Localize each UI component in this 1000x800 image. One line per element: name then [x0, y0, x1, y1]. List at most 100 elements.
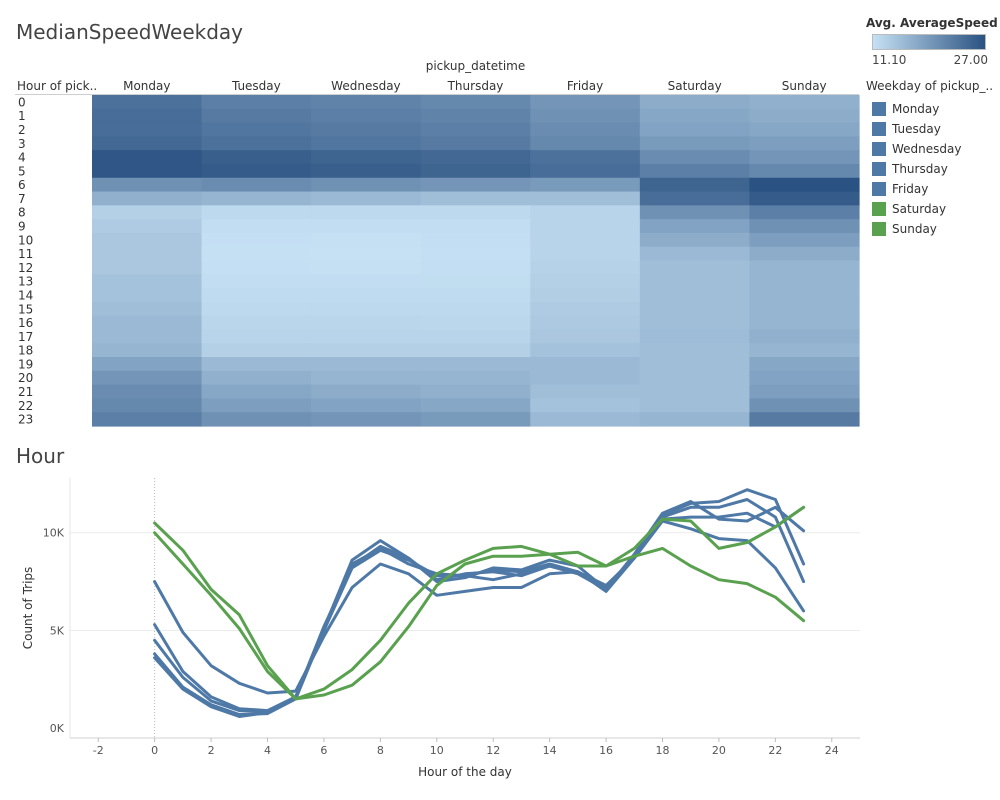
heatmap-cell[interactable]: [639, 246, 751, 262]
heatmap-cell[interactable]: [639, 163, 751, 179]
heatmap-cell[interactable]: [749, 384, 860, 400]
heatmap-cell[interactable]: [201, 260, 312, 275]
heatmap-cell[interactable]: [749, 177, 860, 193]
heatmap-cell[interactable]: [92, 232, 203, 248]
heatmap-cell[interactable]: [420, 95, 531, 110]
heatmap-cell[interactable]: [530, 150, 641, 165]
heatmap-cell[interactable]: [749, 343, 860, 358]
heatmap-cell[interactable]: [92, 315, 203, 331]
heatmap-cell[interactable]: [201, 288, 312, 303]
heatmap-cell[interactable]: [530, 274, 641, 289]
heatmap-cell[interactable]: [639, 150, 751, 165]
heatmap-cell[interactable]: [201, 315, 312, 331]
heatmap-cell[interactable]: [420, 329, 531, 344]
heatmap-cell[interactable]: [311, 343, 422, 358]
heatmap-cell[interactable]: [311, 260, 422, 275]
heatmap-cell[interactable]: [530, 343, 641, 358]
heatmap-cell[interactable]: [749, 150, 860, 165]
legend-item-friday[interactable]: Friday: [866, 179, 996, 199]
heatmap-cell[interactable]: [639, 357, 751, 372]
heatmap-cell[interactable]: [530, 315, 641, 331]
legend-item-sunday[interactable]: Sunday: [866, 219, 996, 239]
heatmap-cell[interactable]: [639, 95, 751, 110]
heatmap-cell[interactable]: [420, 246, 531, 262]
heatmap-cell[interactable]: [639, 219, 751, 234]
heatmap-cell[interactable]: [420, 288, 531, 303]
heatmap-cell[interactable]: [749, 122, 860, 137]
heatmap-cell[interactable]: [92, 398, 203, 413]
heatmap-cell[interactable]: [201, 219, 312, 234]
heatmap-cell[interactable]: [749, 163, 860, 179]
heatmap-cell[interactable]: [639, 384, 751, 400]
heatmap-cell[interactable]: [530, 246, 641, 262]
heatmap-cell[interactable]: [749, 205, 860, 220]
heatmap-cell[interactable]: [420, 163, 531, 179]
heatmap-cell[interactable]: [201, 357, 312, 372]
heatmap-cell[interactable]: [749, 95, 860, 110]
heatmap-cell[interactable]: [530, 384, 641, 400]
heatmap-cell[interactable]: [92, 301, 203, 317]
heatmap-cell[interactable]: [92, 384, 203, 400]
heatmap-cell[interactable]: [311, 357, 422, 372]
heatmap-cell[interactable]: [201, 191, 312, 206]
heatmap-cell[interactable]: [530, 95, 641, 110]
heatmap-cell[interactable]: [311, 191, 422, 206]
heatmap-cell[interactable]: [639, 343, 751, 358]
heatmap-cell[interactable]: [749, 357, 860, 372]
heatmap-cell[interactable]: [420, 343, 531, 358]
heatmap-cell[interactable]: [530, 357, 641, 372]
heatmap-cell[interactable]: [92, 274, 203, 289]
heatmap-cell[interactable]: [639, 122, 751, 137]
heatmap-cell[interactable]: [201, 370, 312, 386]
heatmap-cell[interactable]: [201, 412, 312, 427]
series-line-tuesday[interactable]: [153, 498, 806, 718]
heatmap-cell[interactable]: [92, 205, 203, 220]
heatmap-cell[interactable]: [639, 329, 751, 344]
heatmap-cell[interactable]: [311, 288, 422, 303]
heatmap-cell[interactable]: [92, 95, 203, 110]
heatmap-cell[interactable]: [201, 150, 312, 165]
heatmap-cell[interactable]: [420, 370, 531, 386]
heatmap-cell[interactable]: [749, 398, 860, 413]
heatmap-cell[interactable]: [530, 108, 641, 124]
heatmap-cell[interactable]: [530, 191, 641, 206]
heatmap-cell[interactable]: [530, 288, 641, 303]
heatmap-cell[interactable]: [92, 136, 203, 151]
heatmap-cell[interactable]: [420, 398, 531, 413]
heatmap-cell[interactable]: [749, 329, 860, 344]
heatmap-cell[interactable]: [92, 260, 203, 275]
heatmap-cell[interactable]: [530, 136, 641, 151]
heatmap-cell[interactable]: [92, 219, 203, 234]
heatmap-cell[interactable]: [311, 136, 422, 151]
heatmap-cell[interactable]: [639, 260, 751, 275]
legend-item-wednesday[interactable]: Wednesday: [866, 139, 996, 159]
heatmap-cell[interactable]: [311, 205, 422, 220]
legend-item-thursday[interactable]: Thursday: [866, 159, 996, 179]
heatmap-cell[interactable]: [201, 232, 312, 248]
legend-item-tuesday[interactable]: Tuesday: [866, 119, 996, 139]
heatmap-cell[interactable]: [639, 412, 751, 427]
heatmap-cell[interactable]: [201, 95, 312, 110]
heatmap-cell[interactable]: [639, 274, 751, 289]
series-line-monday[interactable]: [153, 519, 806, 695]
series-line-saturday[interactable]: [153, 505, 806, 701]
heatmap-cell[interactable]: [311, 274, 422, 289]
heatmap-cell[interactable]: [201, 329, 312, 344]
heatmap-cell[interactable]: [749, 370, 860, 386]
heatmap-cell[interactable]: [530, 301, 641, 317]
heatmap-cell[interactable]: [639, 108, 751, 124]
heatmap-cell[interactable]: [311, 384, 422, 400]
heatmap-cell[interactable]: [420, 205, 531, 220]
heatmap-cell[interactable]: [639, 370, 751, 386]
heatmap-cell[interactable]: [530, 122, 641, 137]
heatmap-cell[interactable]: [92, 163, 203, 179]
heatmap-cell[interactable]: [639, 398, 751, 413]
heatmap-cell[interactable]: [639, 191, 751, 206]
heatmap-cell[interactable]: [639, 232, 751, 248]
heatmap-cell[interactable]: [639, 301, 751, 317]
heatmap-cell[interactable]: [749, 219, 860, 234]
heatmap-cell[interactable]: [92, 412, 203, 427]
heatmap-cell[interactable]: [201, 301, 312, 317]
heatmap-cell[interactable]: [420, 191, 531, 206]
heatmap-cell[interactable]: [420, 232, 531, 248]
